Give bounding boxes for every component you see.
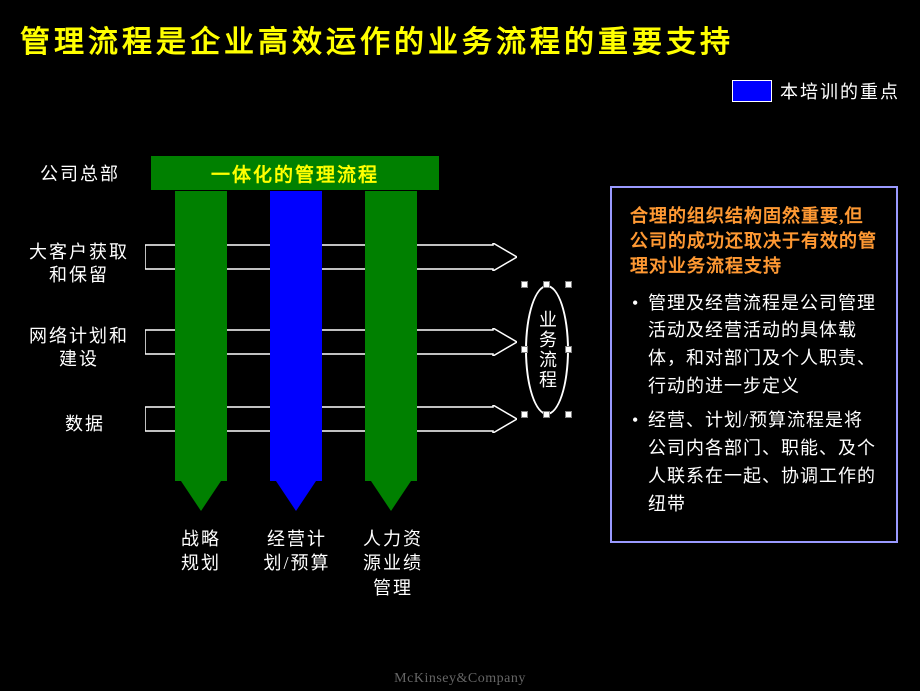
handle-icon xyxy=(565,281,572,288)
sidebox-bullet: 经营、计划/预算流程是将公司内各部门、职能、及个人联系在一起、协调工作的纽带 xyxy=(630,407,878,519)
footer-logo: McKinsey&Company xyxy=(394,671,526,687)
handle-icon xyxy=(521,346,528,353)
slide-title: 管理流程是企业高效运作的业务流程的重要支持 xyxy=(20,22,900,64)
handle-icon xyxy=(565,346,572,353)
diagram-header: 一体化的管理流程 xyxy=(150,155,440,191)
side-explainer-box: 合理的组织结构固然重要,但公司的成功还取决于有效的管理对业务流程支持 管理及经营… xyxy=(610,186,898,543)
handle-icon xyxy=(543,281,550,288)
col-label-0: 战略 规划 xyxy=(160,527,242,576)
row-label-3: 数据 xyxy=(45,413,125,436)
legend-label: 本培训的重点 xyxy=(780,78,900,104)
sidebox-list: 管理及经营流程是公司管理活动及经营活动的具体载体，和对部门及个人职责、行动的进一… xyxy=(630,290,878,519)
handle-icon xyxy=(543,411,550,418)
handle-icon xyxy=(565,411,572,418)
col-label-1: 经营计 划/预算 xyxy=(252,527,342,576)
pillar-2 xyxy=(270,191,322,511)
handle-icon xyxy=(521,281,528,288)
handle-icon xyxy=(521,411,528,418)
pillar-3 xyxy=(365,191,417,511)
col-label-2: 人力资 源业绩 管理 xyxy=(348,527,438,600)
business-process-oval: 业务流程 xyxy=(525,285,569,415)
pillar-1 xyxy=(175,191,227,511)
legend: 本培训的重点 xyxy=(732,78,900,104)
row-label-2: 网络计划和建设 xyxy=(20,325,138,372)
sidebox-title: 合理的组织结构固然重要,但公司的成功还取决于有效的管理对业务流程支持 xyxy=(630,204,878,280)
sidebox-bullet: 管理及经营流程是公司管理活动及经营活动的具体载体，和对部门及个人职责、行动的进一… xyxy=(630,290,878,402)
process-diagram: 一体化的管理流程 公司总部 大客户获取和保留 网络计划和建设 数据 战略 规划 … xyxy=(20,155,600,615)
legend-swatch xyxy=(732,80,772,102)
row-label-0: 公司总部 xyxy=(30,163,130,186)
row-label-1: 大客户获取和保留 xyxy=(20,241,138,288)
